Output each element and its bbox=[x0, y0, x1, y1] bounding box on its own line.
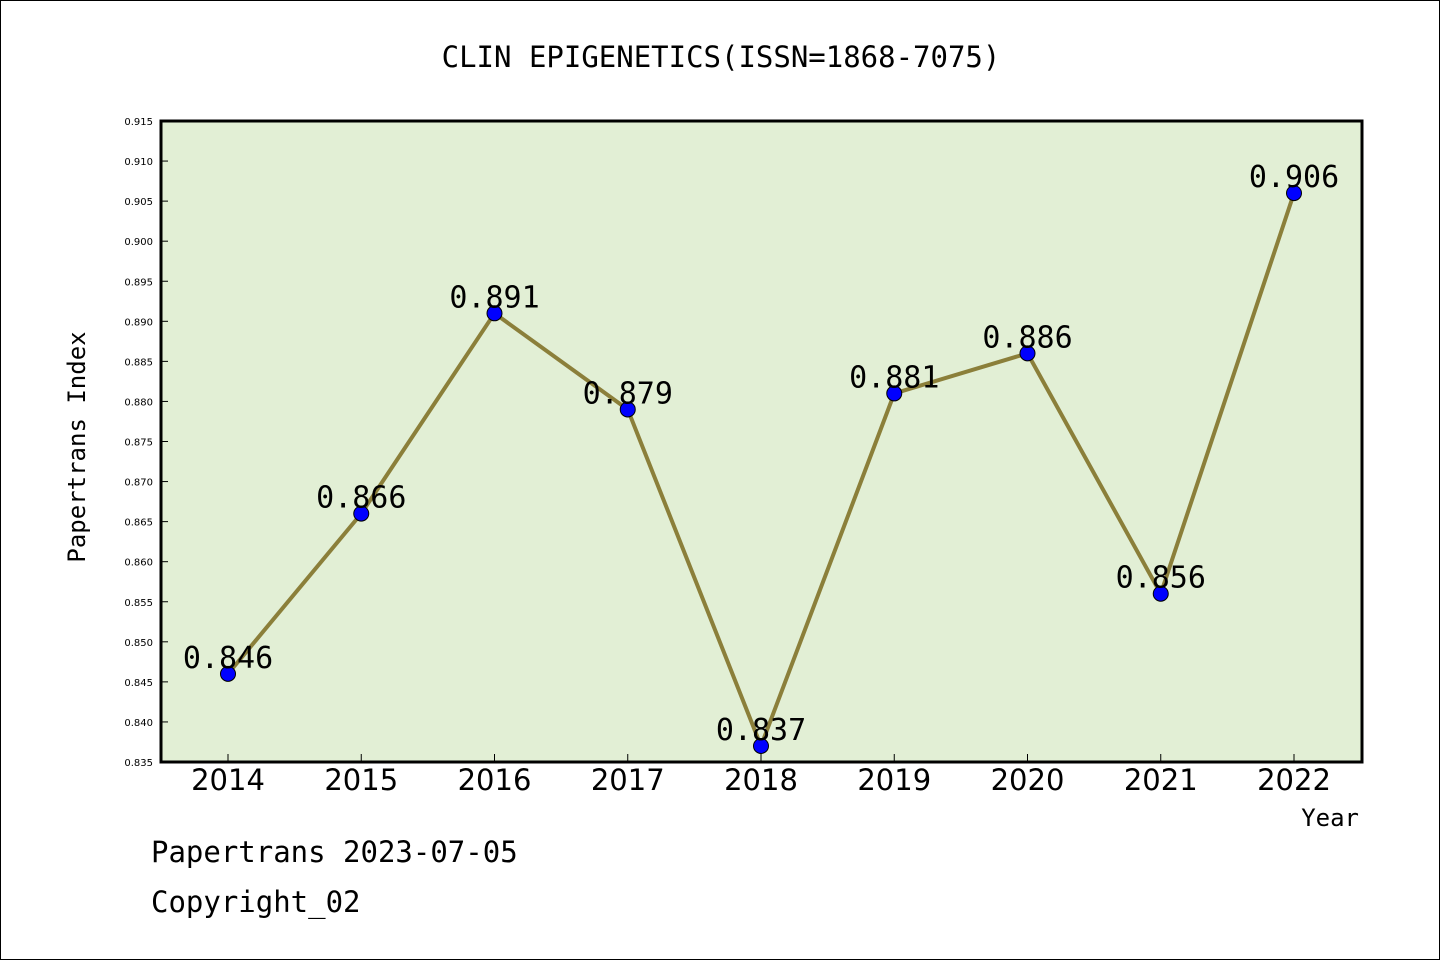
y-axis: 0.835 0.840 0.845 0.850 0.855 0.860 0.865 0.870… bbox=[124, 117, 168, 769]
y-tick-label: 0.835 bbox=[124, 758, 153, 769]
data-label: 0.881 bbox=[849, 360, 939, 395]
series-line bbox=[220, 185, 1302, 754]
data-label: 0.856 bbox=[1116, 561, 1206, 596]
y-tick-label: 0.850 bbox=[124, 638, 153, 649]
x-axis: 2014 2015 2016 2017 2018 2019 2020 2021 2022 bbox=[191, 754, 1331, 797]
x-tick-label: 2016 bbox=[458, 763, 532, 797]
y-tick-label: 0.900 bbox=[124, 237, 153, 248]
data-point bbox=[753, 737, 769, 754]
y-tick-label: 0.880 bbox=[124, 397, 153, 408]
y-tick-label: 0.910 bbox=[124, 157, 153, 168]
plot-area bbox=[161, 121, 1362, 762]
y-tick-label: 0.905 bbox=[124, 197, 153, 208]
data-point bbox=[353, 505, 370, 522]
y-tick-label: 0.865 bbox=[124, 518, 153, 529]
chart-title: CLIN EPIGENETICS(ISSN=1868-7075) bbox=[442, 40, 1001, 74]
x-axis-label: Year bbox=[1301, 804, 1359, 832]
data-labels: 0.846 0.866 0.891 0.879 0.837 0.881 0.886 0.856… bbox=[183, 160, 1339, 748]
data-point bbox=[1286, 185, 1302, 202]
data-point bbox=[1019, 345, 1036, 362]
x-tick-label: 2017 bbox=[591, 763, 665, 797]
data-point bbox=[886, 385, 903, 402]
x-tick-label: 2020 bbox=[991, 763, 1065, 797]
x-tick-label: 2019 bbox=[857, 763, 931, 797]
x-tick-label: 2015 bbox=[324, 763, 398, 797]
y-tick-label: 0.875 bbox=[124, 438, 153, 449]
y-tick-label: 0.840 bbox=[124, 718, 153, 729]
data-point bbox=[619, 401, 636, 418]
x-tick-label: 2018 bbox=[724, 763, 798, 797]
y-tick-label: 0.885 bbox=[124, 357, 153, 368]
data-point bbox=[486, 305, 503, 322]
y-tick-label: 0.870 bbox=[124, 478, 153, 489]
y-tick-label: 0.895 bbox=[124, 277, 153, 288]
y-tick-label: 0.860 bbox=[124, 558, 153, 569]
y-tick-label: 0.890 bbox=[124, 317, 153, 328]
data-label: 0.886 bbox=[982, 320, 1072, 355]
x-tick-label: 2021 bbox=[1124, 763, 1198, 797]
data-label: 0.906 bbox=[1249, 160, 1339, 195]
data-point bbox=[1152, 585, 1169, 602]
footer-copyright: Copyright_02 bbox=[151, 885, 361, 919]
y-tick-label: 0.845 bbox=[124, 678, 153, 689]
y-tick-label: 0.855 bbox=[124, 598, 153, 609]
data-label: 0.879 bbox=[583, 376, 673, 411]
footer-date: Papertrans 2023-07-05 bbox=[151, 835, 518, 869]
x-tick-label: 2014 bbox=[191, 763, 265, 797]
data-label: 0.891 bbox=[449, 280, 539, 315]
x-tick-label: 2022 bbox=[1257, 763, 1331, 797]
plot-border bbox=[159, 119, 1364, 764]
data-label: 0.866 bbox=[316, 481, 406, 516]
y-tick-label: 0.915 bbox=[124, 117, 153, 128]
data-point bbox=[220, 665, 236, 682]
data-label: 0.846 bbox=[183, 641, 273, 676]
y-axis-label: Papertrans Index bbox=[63, 331, 91, 562]
data-label: 0.837 bbox=[716, 713, 806, 748]
